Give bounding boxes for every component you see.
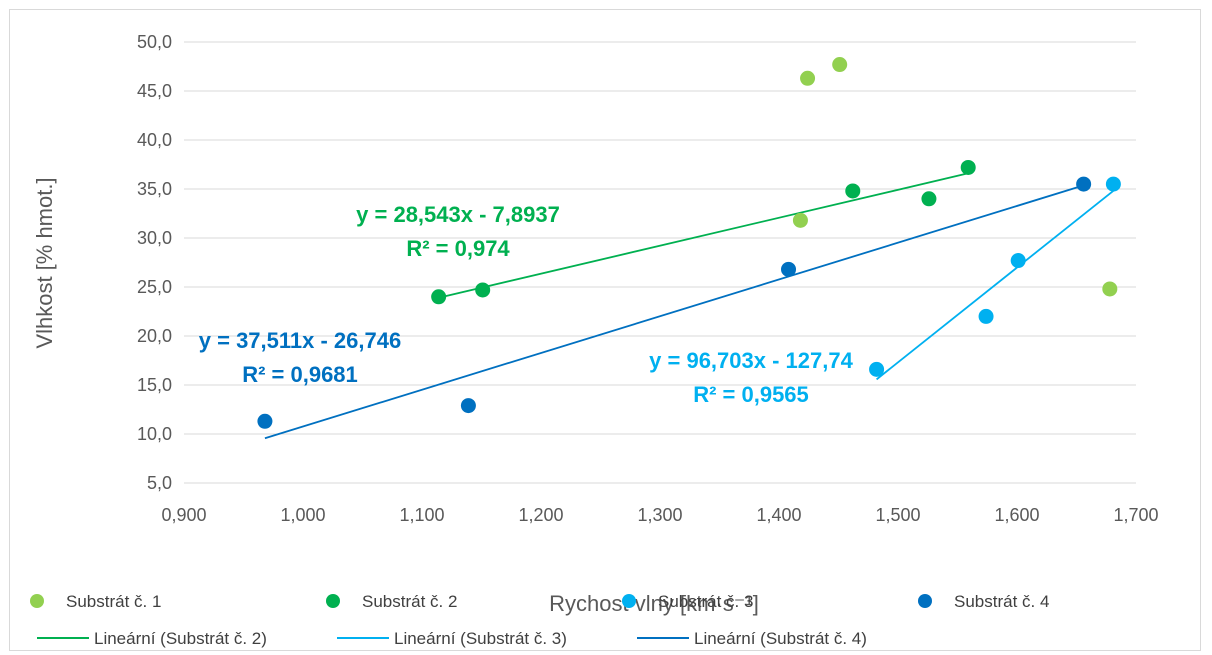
data-point xyxy=(800,70,816,86)
legend-label: Substrát č. 3 xyxy=(658,592,753,611)
trendline-equation: y = 28,543x - 7,8937 xyxy=(356,202,560,227)
legend-label: Lineární (Substrát č. 2) xyxy=(94,629,267,648)
y-tick-label: 5,0 xyxy=(147,473,172,493)
y-tick-label: 30,0 xyxy=(137,228,172,248)
data-point xyxy=(1010,253,1026,269)
legend-label: Substrát č. 2 xyxy=(362,592,457,611)
y-tick-label: 50,0 xyxy=(137,32,172,52)
y-tick-label: 25,0 xyxy=(137,277,172,297)
data-point xyxy=(781,261,797,277)
legend-label: Substrát č. 4 xyxy=(954,592,1049,611)
x-tick-label: 1,100 xyxy=(399,505,444,525)
legend-label: Lineární (Substrát č. 4) xyxy=(694,629,867,648)
trendline-equation: y = 96,703x - 127,74 xyxy=(649,348,853,373)
data-point xyxy=(460,398,476,414)
legend-label: Substrát č. 1 xyxy=(66,592,161,611)
legend-marker xyxy=(918,594,932,608)
data-point xyxy=(869,361,885,377)
y-tick-label: 20,0 xyxy=(137,326,172,346)
data-point xyxy=(978,308,994,324)
y-tick-label: 10,0 xyxy=(137,424,172,444)
legend-marker xyxy=(326,594,340,608)
x-tick-label: 1,000 xyxy=(280,505,325,525)
trendline-equation: y = 37,511x - 26,746 xyxy=(199,328,401,353)
x-tick-label: 1,700 xyxy=(1113,505,1158,525)
data-point xyxy=(792,212,808,228)
legend-label: Lineární (Substrát č. 3) xyxy=(394,629,567,648)
data-point xyxy=(1105,176,1121,192)
x-tick-label: 0,900 xyxy=(161,505,206,525)
x-tick-label: 1,400 xyxy=(756,505,801,525)
trendline-r2: R² = 0,9681 xyxy=(242,362,358,387)
data-point xyxy=(1076,176,1092,192)
data-point xyxy=(845,183,861,199)
trendline xyxy=(876,190,1114,381)
chart-frame xyxy=(9,9,1201,651)
data-point xyxy=(921,191,937,207)
x-tick-label: 1,600 xyxy=(994,505,1039,525)
data-point xyxy=(1102,281,1118,297)
y-axis-title: Vlhkost [% hmot.] xyxy=(32,177,57,348)
x-axis-title: Rychost vlny [km·s⁻¹] xyxy=(549,591,759,616)
data-point xyxy=(475,282,491,298)
data-point xyxy=(832,57,848,73)
x-tick-label: 1,200 xyxy=(518,505,563,525)
y-tick-label: 15,0 xyxy=(137,375,172,395)
trendline xyxy=(438,172,969,299)
y-tick-label: 40,0 xyxy=(137,130,172,150)
data-point xyxy=(431,289,447,305)
data-point xyxy=(257,413,273,429)
trendline xyxy=(264,184,1084,440)
y-tick-label: 45,0 xyxy=(137,81,172,101)
trendline-r2: R² = 0,974 xyxy=(406,236,510,261)
legend-marker xyxy=(622,594,636,608)
legend-marker xyxy=(30,594,44,608)
x-tick-label: 1,500 xyxy=(875,505,920,525)
trendline-r2: R² = 0,9565 xyxy=(693,382,809,407)
data-point xyxy=(960,159,976,175)
x-tick-label: 1,300 xyxy=(637,505,682,525)
y-tick-label: 35,0 xyxy=(137,179,172,199)
